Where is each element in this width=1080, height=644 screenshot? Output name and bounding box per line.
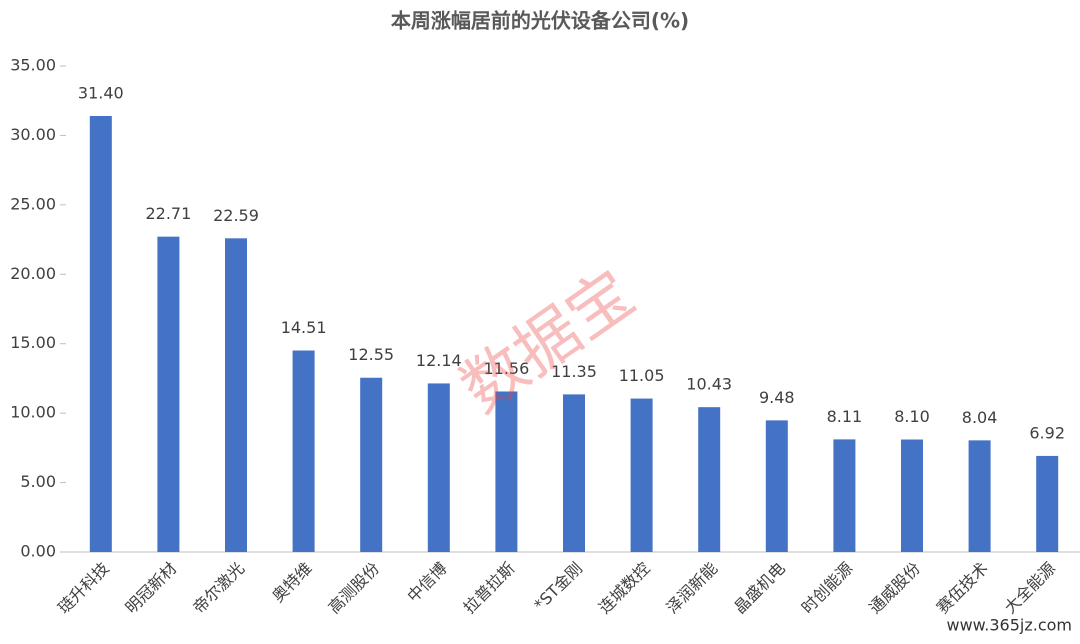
bar [157,236,180,552]
chart-title: 本周涨幅居前的光伏设备公司(%) [391,9,689,33]
bar [765,420,788,552]
x-tick-label: 帝尔激光 [189,559,248,618]
value-label: 11.05 [619,366,665,385]
value-label: 11.35 [551,362,597,381]
value-label: 12.14 [416,351,462,370]
x-tick-label: 大全能源 [1001,559,1060,618]
value-label: 8.04 [962,408,998,427]
x-tick-label: 时创能源 [798,559,857,618]
y-tick-label: 15.00 [10,333,56,352]
x-tick-label: 高测股份 [325,559,384,618]
x-tick-label: 泽润新能 [663,559,722,618]
watermark: 数据宝 [448,257,648,428]
bar [495,391,518,552]
value-label: 9.48 [759,388,795,407]
x-tick-label: *ST金刚 [530,559,586,615]
bar [360,377,383,552]
y-tick-label: 5.00 [20,472,56,491]
bar [968,440,991,552]
bar [427,383,450,552]
value-label: 31.40 [78,83,124,102]
value-label: 10.43 [686,375,732,394]
bar [901,439,923,552]
value-label: 11.56 [483,359,529,378]
x-tick-label: 晶盛机电 [730,559,789,618]
value-label: 12.55 [348,345,394,364]
x-tick-label: 通威股份 [865,559,924,618]
y-tick-label: 25.00 [10,194,56,213]
x-tick-label: 赛伍技术 [933,559,992,618]
x-tick-label: 连城数控 [595,559,654,618]
value-label: 8.11 [827,407,863,426]
bar [225,238,247,552]
bar [89,115,112,552]
y-tick-label: 35.00 [10,56,56,75]
value-label: 6.92 [1029,423,1065,442]
x-tick-label: 奥特维 [268,559,315,606]
x-tick-label: 拉普拉斯 [460,559,519,618]
value-label: 22.59 [213,206,259,225]
x-tick-label: 琏升科技 [54,559,113,618]
bar [1036,455,1059,552]
bar [698,407,721,552]
y-tick-label: 10.00 [10,403,56,422]
x-tick-label: 中信博 [403,559,450,606]
value-label: 8.10 [894,407,930,426]
y-tick-label: 20.00 [10,264,56,283]
bar [292,350,315,552]
y-tick-label: 0.00 [20,542,56,561]
bar [563,394,585,552]
value-label: 22.71 [145,204,191,223]
bar [833,439,856,552]
x-tick-label: 明冠新材 [122,559,181,618]
bar [630,398,653,552]
site-watermark: www.365jz.com [946,616,1072,635]
y-tick-label: 30.00 [10,125,56,144]
value-label: 14.51 [281,318,327,337]
